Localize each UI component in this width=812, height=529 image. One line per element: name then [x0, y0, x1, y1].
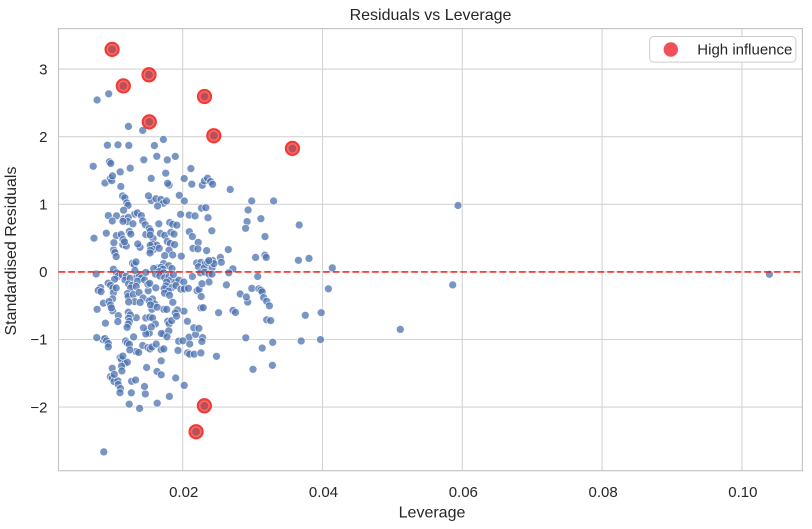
svg-text:High influence: High influence — [697, 41, 792, 58]
svg-text:0: 0 — [39, 264, 47, 281]
svg-text:0.02: 0.02 — [169, 484, 198, 501]
svg-text:2: 2 — [39, 129, 47, 146]
svg-text:Standardised Residuals: Standardised Residuals — [3, 167, 20, 336]
svg-text:0.08: 0.08 — [588, 484, 617, 501]
svg-text:−2: −2 — [30, 399, 47, 416]
svg-text:0.04: 0.04 — [309, 484, 338, 501]
svg-text:Leverage: Leverage — [399, 505, 466, 522]
svg-text:−1: −1 — [30, 332, 47, 349]
svg-text:3: 3 — [39, 61, 47, 78]
svg-text:1: 1 — [39, 197, 47, 214]
svg-text:Residuals vs Leverage: Residuals vs Leverage — [350, 7, 512, 24]
svg-text:0.06: 0.06 — [449, 484, 478, 501]
svg-text:0.10: 0.10 — [728, 484, 757, 501]
